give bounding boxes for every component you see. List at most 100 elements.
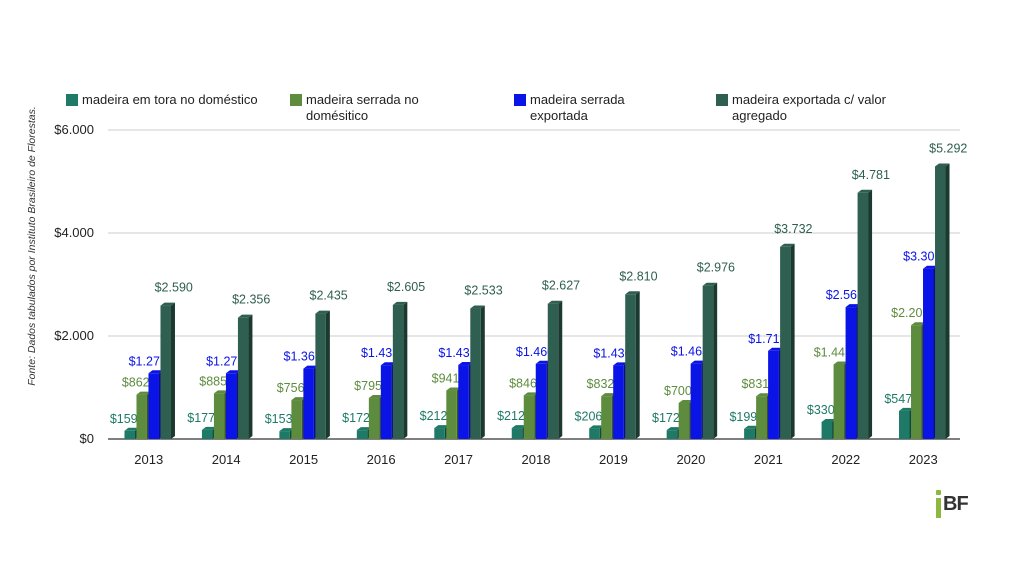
bar: [625, 294, 636, 439]
data-label: $941: [432, 372, 460, 386]
bar: [589, 428, 600, 439]
bar-side: [248, 314, 253, 439]
data-label: $172: [342, 411, 370, 425]
data-label: $2.561: [826, 288, 864, 302]
data-label: $3.307: [903, 250, 941, 264]
data-label: $5.292: [929, 141, 967, 155]
bar-side: [170, 302, 175, 439]
legend-label-serrada-exportada: madeira serrada exportada: [530, 92, 625, 123]
y-tick-label: $6.000: [54, 122, 94, 137]
bar-top: [279, 428, 294, 432]
bar: [744, 428, 755, 439]
bar-top: [237, 314, 253, 318]
bar-top: [833, 361, 849, 365]
bar-top: [213, 390, 229, 394]
logo-text: BF: [943, 493, 969, 515]
bar-top: [911, 322, 926, 326]
data-label: $2.976: [697, 261, 735, 275]
bar-side: [403, 301, 408, 439]
bar-top: [291, 397, 306, 401]
bar-top: [434, 425, 449, 429]
bar: [601, 396, 612, 439]
bar: [237, 317, 249, 439]
x-tick-label: 2017: [444, 452, 473, 467]
data-label: $212: [420, 409, 448, 423]
bar-top: [613, 362, 628, 366]
data-label: $212: [497, 409, 525, 423]
data-label: $1.460: [516, 345, 554, 359]
y-tick-label: $4.000: [54, 225, 94, 240]
bar-top: [923, 265, 938, 269]
x-tick-label: 2018: [522, 452, 551, 467]
bar: [470, 308, 481, 439]
data-label: $2.627: [542, 279, 580, 293]
bar-top: [160, 302, 175, 306]
data-label: $2.810: [619, 269, 657, 283]
bar-top: [380, 362, 396, 366]
data-label: $846: [509, 376, 537, 390]
x-tick-label: 2013: [134, 452, 163, 467]
bar-side: [480, 305, 485, 439]
bar-top: [124, 427, 139, 431]
bar: [446, 390, 457, 439]
legend-label-exportada-valor: madeira exportada c/ valor agregado: [732, 92, 886, 123]
data-label: $330: [807, 403, 835, 417]
legend-swatch-exportada-valor: [716, 94, 728, 106]
bar: [315, 313, 326, 439]
data-label: $756: [277, 381, 305, 395]
bar-side: [558, 300, 563, 439]
bar: [857, 192, 869, 439]
data-label: $2.605: [387, 280, 425, 294]
x-tick-label: 2022: [831, 452, 860, 467]
legend-swatch-serrada: [290, 94, 302, 106]
bar-top: [678, 399, 694, 403]
bar: [148, 373, 159, 439]
bar-top: [821, 419, 837, 423]
bar-top: [547, 300, 563, 304]
bar-top: [666, 427, 682, 431]
bar-top: [446, 387, 461, 391]
bar: [768, 350, 779, 439]
bar-top: [523, 392, 539, 396]
legend-item-tora: madeira em tora no doméstico: [66, 92, 258, 108]
data-label: $1.276: [129, 354, 167, 368]
x-tick-label: 2019: [599, 452, 628, 467]
bar-top: [625, 291, 640, 295]
legend-item-exportada-valor: madeira exportada c/ valor agregado: [716, 92, 912, 124]
bar-top: [368, 395, 384, 399]
data-label: $199: [729, 410, 757, 424]
data-label: $1.367: [284, 350, 322, 364]
bar: [666, 430, 678, 439]
bar: [756, 396, 767, 439]
bar: [702, 285, 714, 439]
bar: [279, 431, 290, 439]
bar-top: [756, 393, 771, 397]
bar: [780, 246, 791, 439]
y-tick-label: $2.000: [54, 328, 94, 343]
data-label: $4.781: [852, 168, 890, 182]
bar: [690, 363, 702, 439]
legend-label-tora: madeira em tora no doméstico: [82, 92, 258, 107]
bar: [911, 325, 922, 439]
x-tick-label: 2020: [676, 452, 705, 467]
bar-top: [201, 426, 217, 430]
bar-top: [535, 360, 551, 364]
bar: [136, 394, 147, 439]
bar: [458, 365, 469, 439]
bar: [303, 368, 314, 439]
data-label: $172: [652, 411, 680, 425]
data-label: $2.209: [891, 306, 929, 320]
y-tick-label: $0: [80, 431, 94, 446]
x-tick-label: 2016: [367, 452, 396, 467]
bar-top: [589, 425, 604, 429]
data-label: $3.732: [774, 222, 812, 236]
bar: [434, 428, 445, 439]
x-tick-label: 2021: [754, 452, 783, 467]
bar: [613, 365, 624, 439]
bar-top: [690, 360, 706, 364]
legend-label-serrada: madeira serrada no domésitico: [306, 92, 419, 123]
bar: [368, 398, 380, 439]
data-label: $206: [575, 409, 603, 423]
